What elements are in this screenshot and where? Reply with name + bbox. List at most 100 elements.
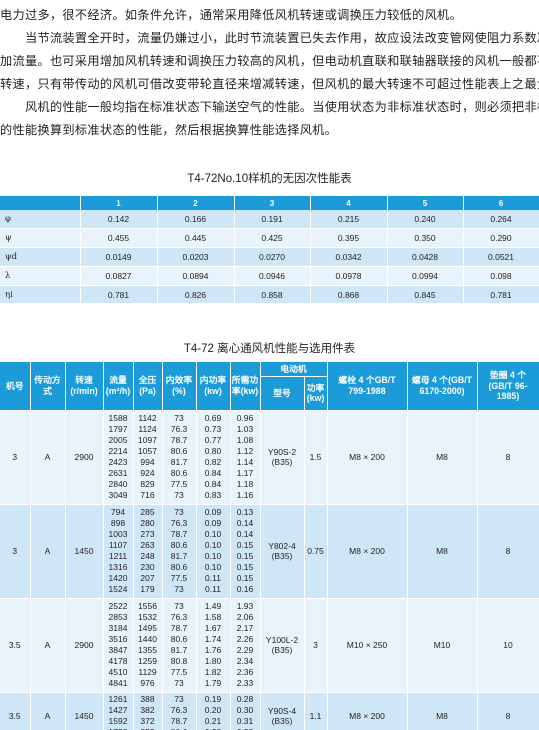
header-cell: 1 <box>80 196 158 210</box>
cell-value: 2840 <box>108 479 128 490</box>
cell-value: 81.7 <box>170 551 188 561</box>
header-motor-type: 型号 <box>260 376 305 411</box>
cell-value: 994 <box>140 457 155 467</box>
cell-value: 1211 <box>108 551 128 561</box>
table1-caption: T4-72No.10样机的无因次性能表 <box>187 173 352 185</box>
intro-line-5: 风机的性能一般均指在标准状态下输送空气的性能。当使用状态为非标准状态时，则必须把… <box>25 100 539 114</box>
cell-value: 359 <box>134 727 162 730</box>
table-row: ηi 0.781 0.826 0.858 0.868 0.845 0.781 <box>0 285 539 305</box>
cell-value: 1592 <box>108 716 128 726</box>
cell-value: 1440 <box>138 633 157 644</box>
cell-value: 80.6 <box>170 539 188 550</box>
cell-value: 3516 <box>108 633 128 644</box>
cell-value: 1003 <box>108 528 128 539</box>
table-cell: 0.826 <box>157 285 235 305</box>
cell-value: 2.36 <box>236 667 254 678</box>
cell-value: 1.16 <box>236 490 254 501</box>
cell-efficiency: 73 76.3 78.7 80.6 81.7 80.6 77.5 73 <box>162 410 197 505</box>
cell-speed: 1450 <box>65 504 104 599</box>
cell-pressure: 1142 1124 1097 1057 994 924 829 716 <box>133 410 163 505</box>
table-row: 3.5 A 1450 1261142715921758 388382372359… <box>0 692 539 730</box>
table-row: λ 0.0827 0.0894 0.0946 0.0978 0.0994 0.0… <box>0 266 539 286</box>
cell-value: 1.79 <box>204 678 222 689</box>
cell-washer: 10 <box>477 598 539 693</box>
header-internal-power: 内功率(kw) <box>196 362 231 411</box>
cell-washer: 8 <box>477 504 539 599</box>
cell-motor-power: 1.1 <box>304 692 328 730</box>
cell-value: 78.7 <box>170 434 188 445</box>
dimensionless-performance-table: 1 2 3 4 5 6 φ 0.142 0.166 0.191 0.215 0.… <box>0 196 539 305</box>
table-cell: 0.845 <box>387 285 464 305</box>
cell-value: 1556 <box>138 600 157 611</box>
cell-value: 1588 <box>108 412 128 423</box>
cell-value: 0.84 <box>204 468 222 479</box>
cell-model: 3.5 <box>0 692 31 730</box>
cell-efficiency: 73 76.3 78.7 80.6 81.7 80.8 77.5 73 <box>162 598 197 693</box>
table-cell: 0.098 <box>463 266 539 286</box>
cell-value: 2.29 <box>236 645 254 655</box>
table-row: ψ 0.455 0.445 0.425 0.395 0.350 0.290 <box>0 228 539 249</box>
cell-value: 78.7 <box>170 716 188 726</box>
cell-value: 0.19 <box>204 693 222 704</box>
cell-flow: 2522 2853 3184 3516 3847 4178 4510 4841 <box>103 598 134 693</box>
cell-value: 1129 <box>138 667 157 678</box>
cell-value: 0.10 <box>204 562 222 573</box>
cell-value: 372 <box>140 716 155 726</box>
table-cell: 0.0521 <box>463 247 539 267</box>
cell-value: 78.7 <box>170 622 188 633</box>
cell-value: 1797 <box>108 423 128 434</box>
cell-value: 73 <box>174 490 184 501</box>
cell-value: 1.58 <box>204 611 222 622</box>
cell-value: 0.09 <box>204 506 222 517</box>
cell-value: 0.11 <box>205 573 221 584</box>
header-flow: 流量(m³/h) <box>103 362 134 411</box>
intro-line-2: 当节流装置全开时，流量仍嫌过小，此时节流装置已失去作用，故应设法改变管网使阻力系… <box>25 31 539 45</box>
cell-nut: M8 <box>407 410 478 505</box>
cell-value: 73 <box>174 584 184 595</box>
cell-value: 78.7 <box>170 528 188 539</box>
cell-value: 924 <box>140 468 155 479</box>
cell-value: 0.14 <box>236 528 254 539</box>
cell-value: 0.15 <box>236 573 254 584</box>
cell-motor-power: 3 <box>304 598 328 693</box>
cell-value: 2.33 <box>236 678 254 689</box>
cell-required-power: 1.93 2.06 2.17 2.26 2.29 2.34 2.36 2.33 <box>230 598 261 693</box>
table-cell: 0.0946 <box>234 266 311 286</box>
cell-efficiency: 73 76.3 78.7 80.6 81.7 80.6 77.5 73 <box>162 504 197 599</box>
header-cell <box>0 196 81 210</box>
cell-value: 382 <box>140 704 155 715</box>
cell-value: 0.30 <box>236 704 254 715</box>
cell-flow: 1588 1797 2005 2214 2423 2631 2840 3049 <box>103 410 134 505</box>
cell-value: 81.7 <box>170 457 188 467</box>
cell-model: 3.5 <box>0 598 31 693</box>
cell-model: 3 <box>0 410 31 505</box>
intro-line-4: 转速，只有带传动的风机可借改变带轮直径来增减转速，但风机的最大转速不可超过性能表… <box>0 77 539 91</box>
cell-value: 1259 <box>138 656 157 667</box>
cell-value: 898 <box>110 517 126 528</box>
cell-value: 80.6 <box>170 562 188 573</box>
cell-motor-type: Y90S-4 (B35) <box>260 692 305 730</box>
cell-value: 80.6 <box>170 633 188 644</box>
cell-value: 1.76 <box>204 645 222 655</box>
cell-drive: A <box>30 692 66 730</box>
cell-value: 1107 <box>108 539 128 550</box>
cell-value: 1261 <box>108 693 128 704</box>
table-cell: 0.0894 <box>157 266 235 286</box>
cell-model: 3 <box>0 504 31 599</box>
cell-value: 280 <box>140 517 155 528</box>
cell-value: 0.33 <box>231 727 260 730</box>
table-row: 3 A 1450 794 898 1003 1107 1211 1316 1420 1524 … <box>0 504 539 599</box>
cell-value: 0.16 <box>236 584 254 595</box>
cell-value: 76.3 <box>170 423 188 434</box>
table-cell: 0.858 <box>234 285 311 305</box>
cell-value: 0.28 <box>236 693 254 704</box>
cell-value: 1.18 <box>236 479 254 490</box>
table-cell: 0.868 <box>310 285 388 305</box>
table-cell: 0.0428 <box>387 247 464 267</box>
cell-value: 0.10 <box>204 539 222 550</box>
cell-value: 0.84 <box>204 479 222 490</box>
cell-value: 794 <box>110 506 126 517</box>
cell-value: 1.80 <box>204 656 222 667</box>
cell-value: 1124 <box>138 423 157 434</box>
table-cell: 0.445 <box>157 228 235 249</box>
